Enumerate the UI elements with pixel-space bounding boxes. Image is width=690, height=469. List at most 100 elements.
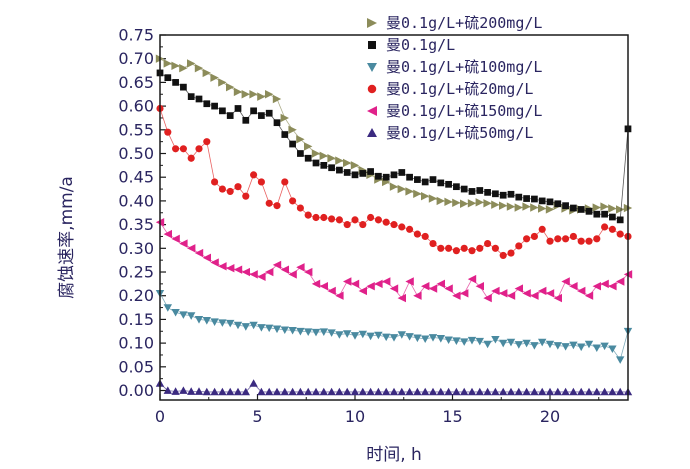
data-point [546, 198, 554, 206]
data-point [608, 345, 617, 354]
data-point [538, 387, 547, 396]
data-point [445, 244, 453, 252]
data-point [499, 339, 508, 348]
y-tick-label: 0.75 [118, 26, 154, 45]
data-point [320, 161, 328, 169]
data-point [522, 387, 531, 396]
data-point [421, 387, 430, 396]
data-point [335, 291, 344, 300]
data-point [453, 183, 460, 191]
data-point [335, 387, 344, 396]
data-point [569, 341, 578, 350]
data-point [468, 247, 476, 255]
data-point [366, 282, 375, 291]
data-point [257, 324, 266, 332]
legend-marker [367, 63, 377, 72]
data-point [288, 387, 297, 396]
data-point [467, 199, 477, 208]
data-point [218, 185, 226, 193]
y-tick-label: 0.25 [118, 263, 154, 282]
data-point [460, 387, 469, 396]
data-point [600, 387, 609, 396]
data-point [351, 171, 359, 179]
data-point [475, 282, 484, 291]
data-point [311, 328, 321, 337]
data-point [405, 187, 414, 196]
data-point [233, 387, 243, 396]
data-point [444, 387, 453, 396]
data-point [171, 61, 180, 71]
data-point [592, 387, 601, 396]
data-point [265, 199, 273, 207]
data-point [265, 109, 273, 117]
data-point [421, 335, 430, 344]
data-point [584, 340, 594, 349]
data-point [311, 149, 321, 158]
data-point [577, 237, 585, 245]
data-point [304, 328, 313, 336]
data-point [366, 387, 375, 396]
data-point [499, 251, 507, 259]
data-point [375, 172, 382, 180]
data-point [304, 211, 312, 219]
legend-marker [368, 41, 376, 49]
data-point [421, 178, 429, 186]
data-point [554, 200, 562, 208]
data-point [577, 206, 585, 213]
data-point [405, 277, 414, 286]
y-tick-label: 0.70 [118, 49, 154, 68]
data-point [249, 379, 258, 387]
data-point [452, 387, 461, 396]
data-point [163, 386, 172, 394]
data-point [499, 289, 508, 298]
data-point [444, 336, 453, 344]
data-point [492, 190, 499, 198]
data-point [382, 387, 391, 396]
y-tick-label: 0.60 [118, 97, 154, 116]
data-point [460, 185, 468, 193]
data-point [436, 196, 445, 206]
data-point [172, 145, 180, 153]
data-point [491, 200, 500, 209]
data-point [281, 178, 289, 186]
data-point [265, 387, 274, 396]
data-point [164, 74, 172, 82]
data-point [476, 244, 484, 252]
data-point [499, 191, 507, 199]
data-point [444, 197, 453, 207]
data-point [304, 142, 313, 151]
data-point [218, 319, 227, 327]
data-point [194, 248, 204, 258]
y-tick-label: 0.30 [118, 239, 154, 258]
data-point [514, 203, 523, 212]
data-point [530, 291, 539, 300]
legend-label: 曼0.1g/L+硫50mg/L [386, 124, 533, 142]
data-point [600, 279, 609, 289]
data-point [397, 293, 406, 303]
data-point [350, 279, 360, 289]
data-point [203, 138, 211, 146]
data-point [468, 188, 476, 195]
data-point [179, 239, 188, 248]
legend-label: 曼0.1g/L+硫150mg/L [386, 102, 542, 120]
data-point [585, 237, 593, 245]
data-point [397, 184, 406, 194]
plot-frame [159, 34, 629, 401]
data-point [452, 247, 460, 255]
data-point [195, 145, 203, 153]
data-point [367, 213, 375, 222]
data-point [545, 205, 555, 214]
data-point [163, 229, 172, 239]
data-point [460, 289, 469, 298]
data-point [522, 289, 531, 298]
data-point [390, 221, 398, 229]
data-point [374, 387, 383, 396]
legend-label: 曼0.1g/L+硫20mg/L [386, 80, 533, 98]
data-point [218, 262, 227, 271]
data-point [514, 284, 523, 293]
data-point [507, 190, 515, 198]
legend-item: 曼0.1g/L+硫150mg/L [367, 102, 542, 120]
data-point [374, 216, 382, 224]
data-point [187, 93, 195, 100]
data-point [194, 63, 204, 73]
